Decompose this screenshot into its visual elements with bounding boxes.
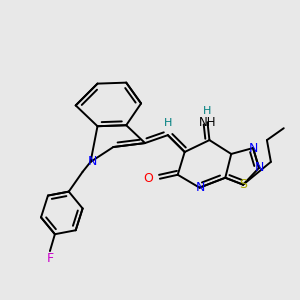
Text: H: H: [203, 106, 212, 116]
Text: S: S: [239, 178, 247, 191]
Text: NH: NH: [199, 116, 216, 129]
Text: H: H: [164, 118, 172, 128]
Text: F: F: [46, 253, 53, 266]
Text: O: O: [143, 172, 153, 185]
Text: N: N: [248, 142, 258, 154]
Text: imino: imino: [208, 140, 212, 141]
Text: N: N: [196, 181, 205, 194]
Text: N: N: [88, 155, 97, 168]
Text: N: N: [254, 161, 264, 174]
